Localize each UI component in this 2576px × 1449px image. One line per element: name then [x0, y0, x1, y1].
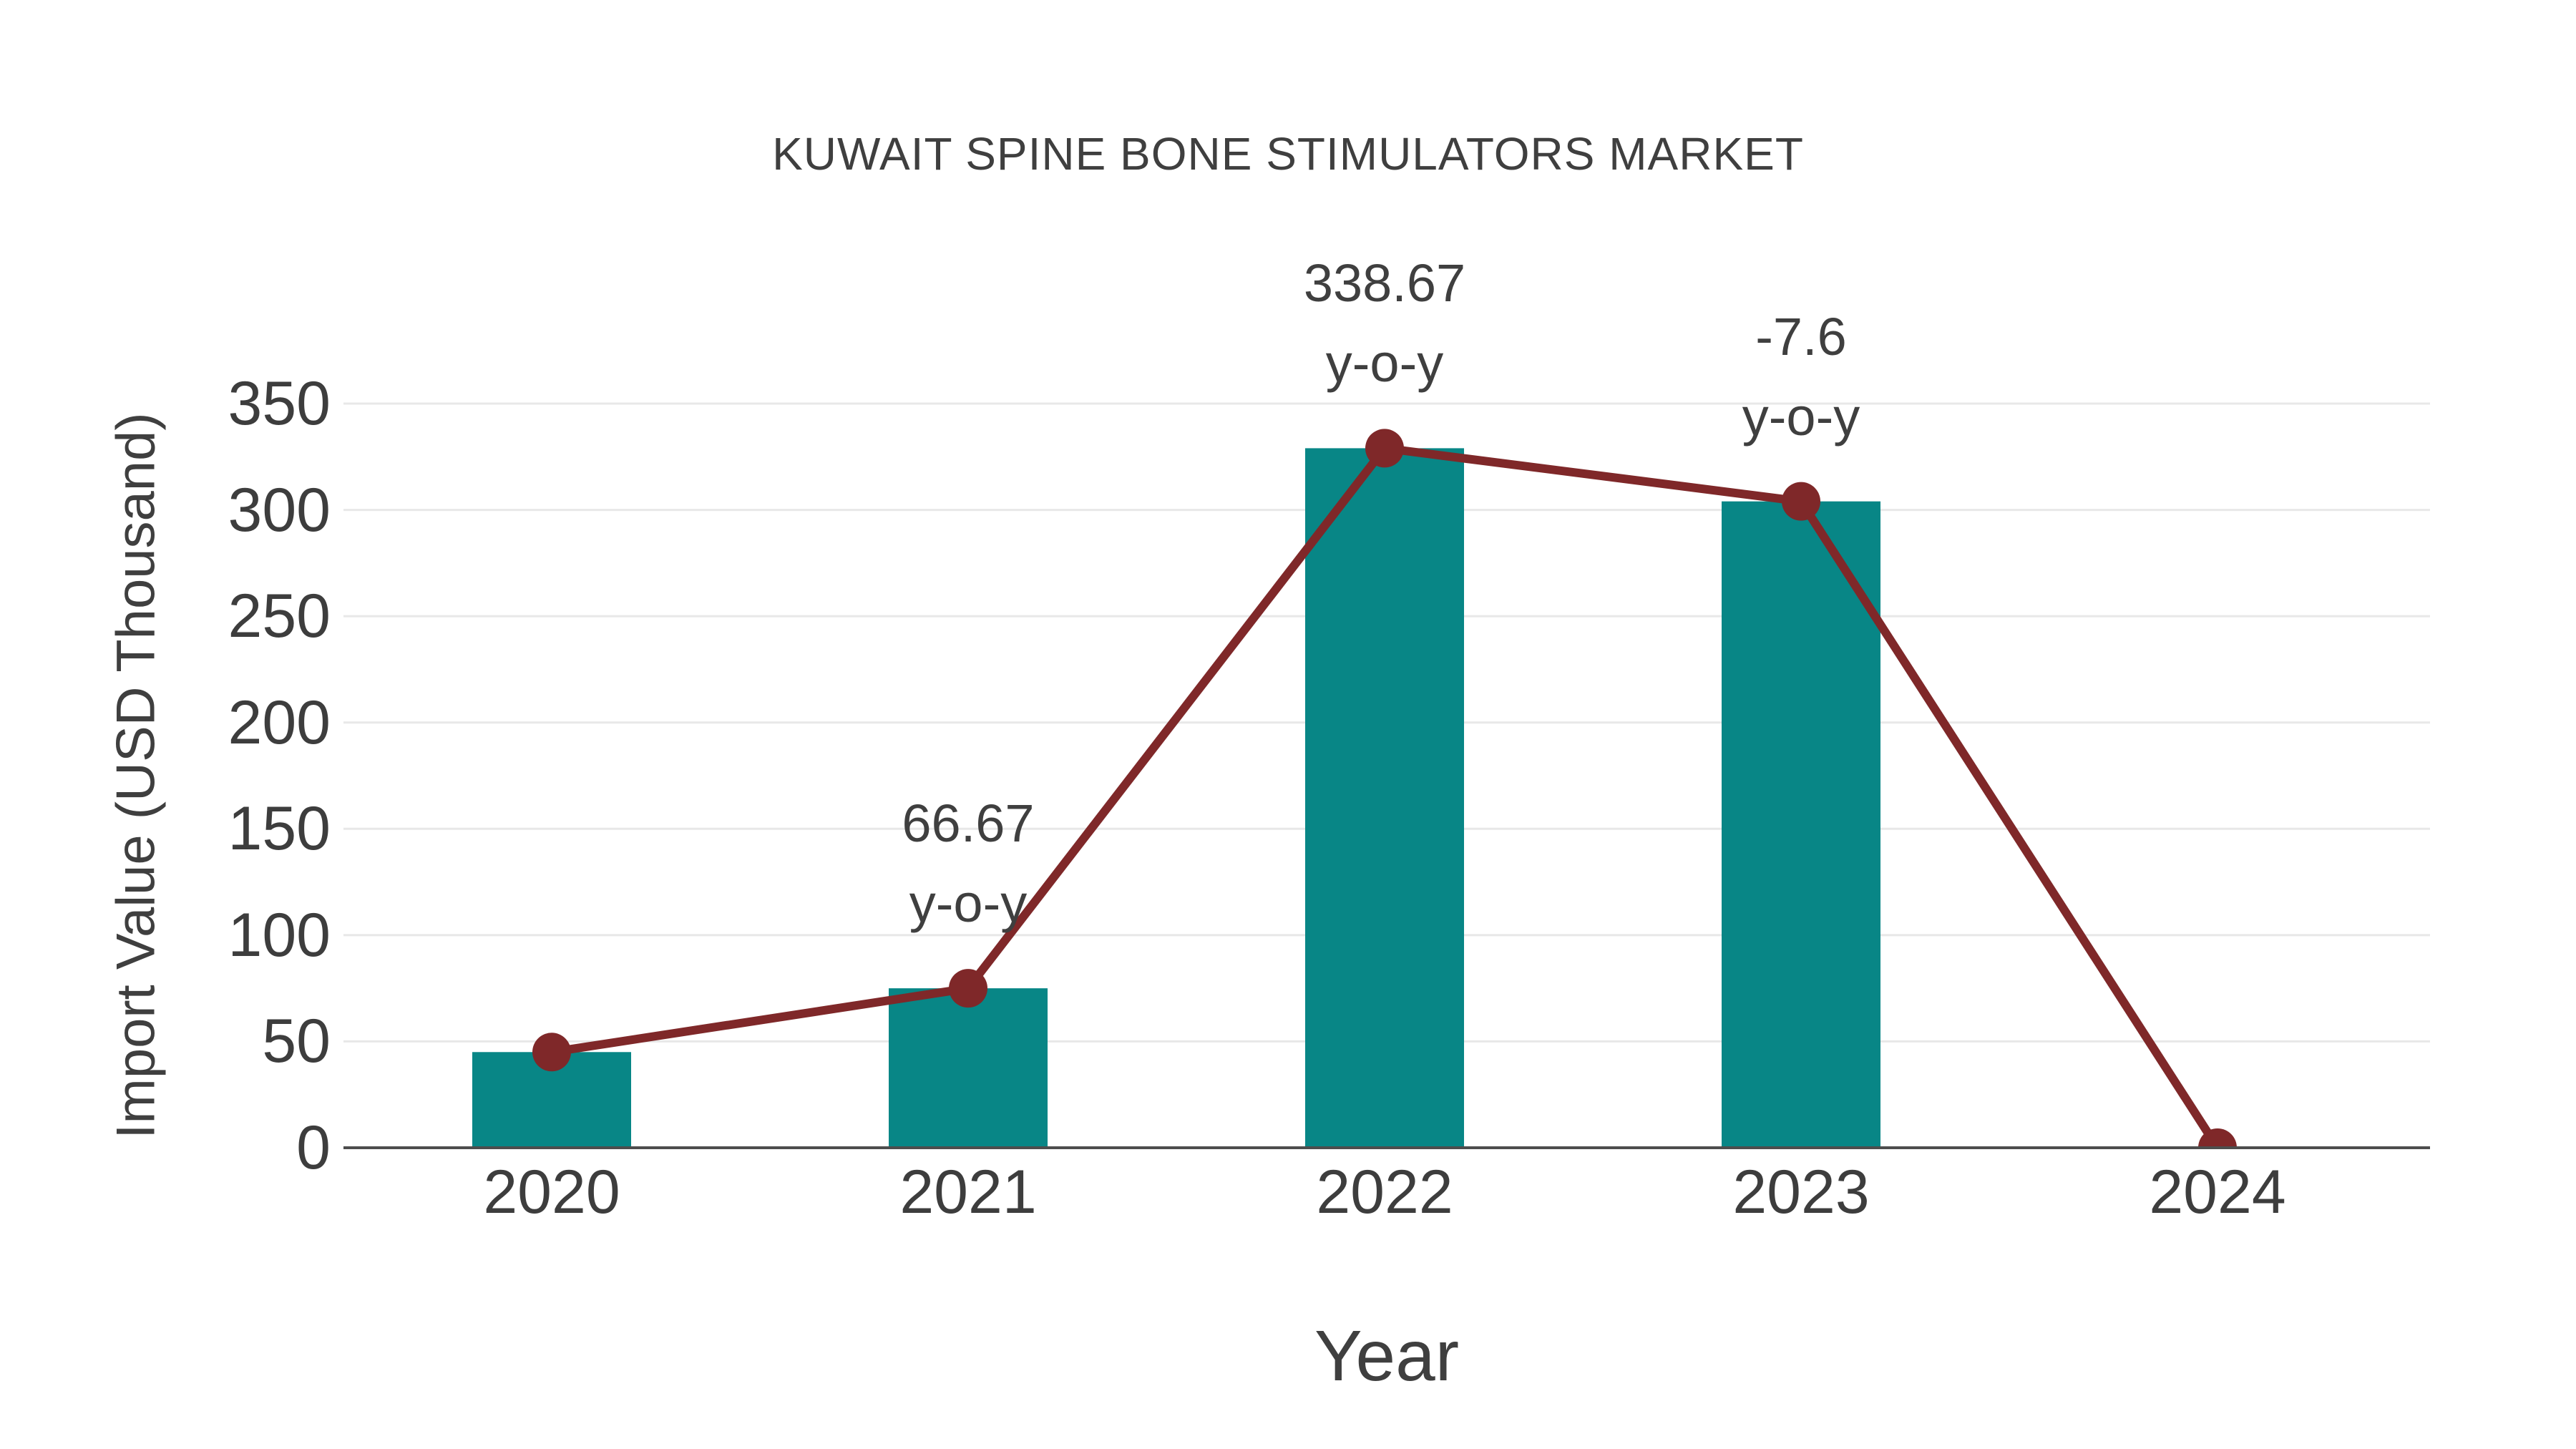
- y-tick-label: 150: [228, 794, 331, 864]
- annotation-suffix: y-o-y: [909, 874, 1028, 934]
- y-tick-label: 0: [296, 1113, 331, 1182]
- annotation-suffix: y-o-y: [1325, 333, 1444, 394]
- chart-title: KUWAIT SPINE BONE STIMULATORS MARKET: [772, 128, 1804, 180]
- annotation-value: 66.67: [902, 794, 1035, 854]
- x-tick-label: 2020: [483, 1158, 620, 1226]
- y-tick-label: 50: [262, 1007, 331, 1076]
- x-tick-label: 2021: [899, 1158, 1037, 1226]
- y-tick-label: 350: [228, 369, 331, 438]
- data-point-marker: [1782, 482, 1820, 521]
- y-tick-label: 200: [228, 688, 331, 757]
- bar: [889, 988, 1048, 1148]
- x-tick-label: 2022: [1316, 1158, 1453, 1226]
- data-point-marker: [532, 1033, 571, 1072]
- data-point-marker: [2198, 1128, 2237, 1148]
- y-tick-label: 250: [228, 582, 331, 651]
- data-point-marker: [949, 969, 987, 1008]
- x-tick-label: 2023: [1732, 1158, 1870, 1226]
- annotation-suffix: y-o-y: [1742, 386, 1860, 447]
- bar: [1305, 448, 1464, 1148]
- x-tick-label: 2024: [2149, 1158, 2286, 1226]
- y-tick-label: 100: [228, 900, 331, 970]
- bar: [1722, 501, 1880, 1148]
- annotation-value: -7.6: [1755, 306, 1847, 366]
- y-tick-label: 300: [228, 475, 331, 545]
- data-point-marker: [1365, 429, 1404, 468]
- x-axis-title: Year: [1314, 1316, 1460, 1396]
- annotation-value: 338.67: [1303, 253, 1466, 313]
